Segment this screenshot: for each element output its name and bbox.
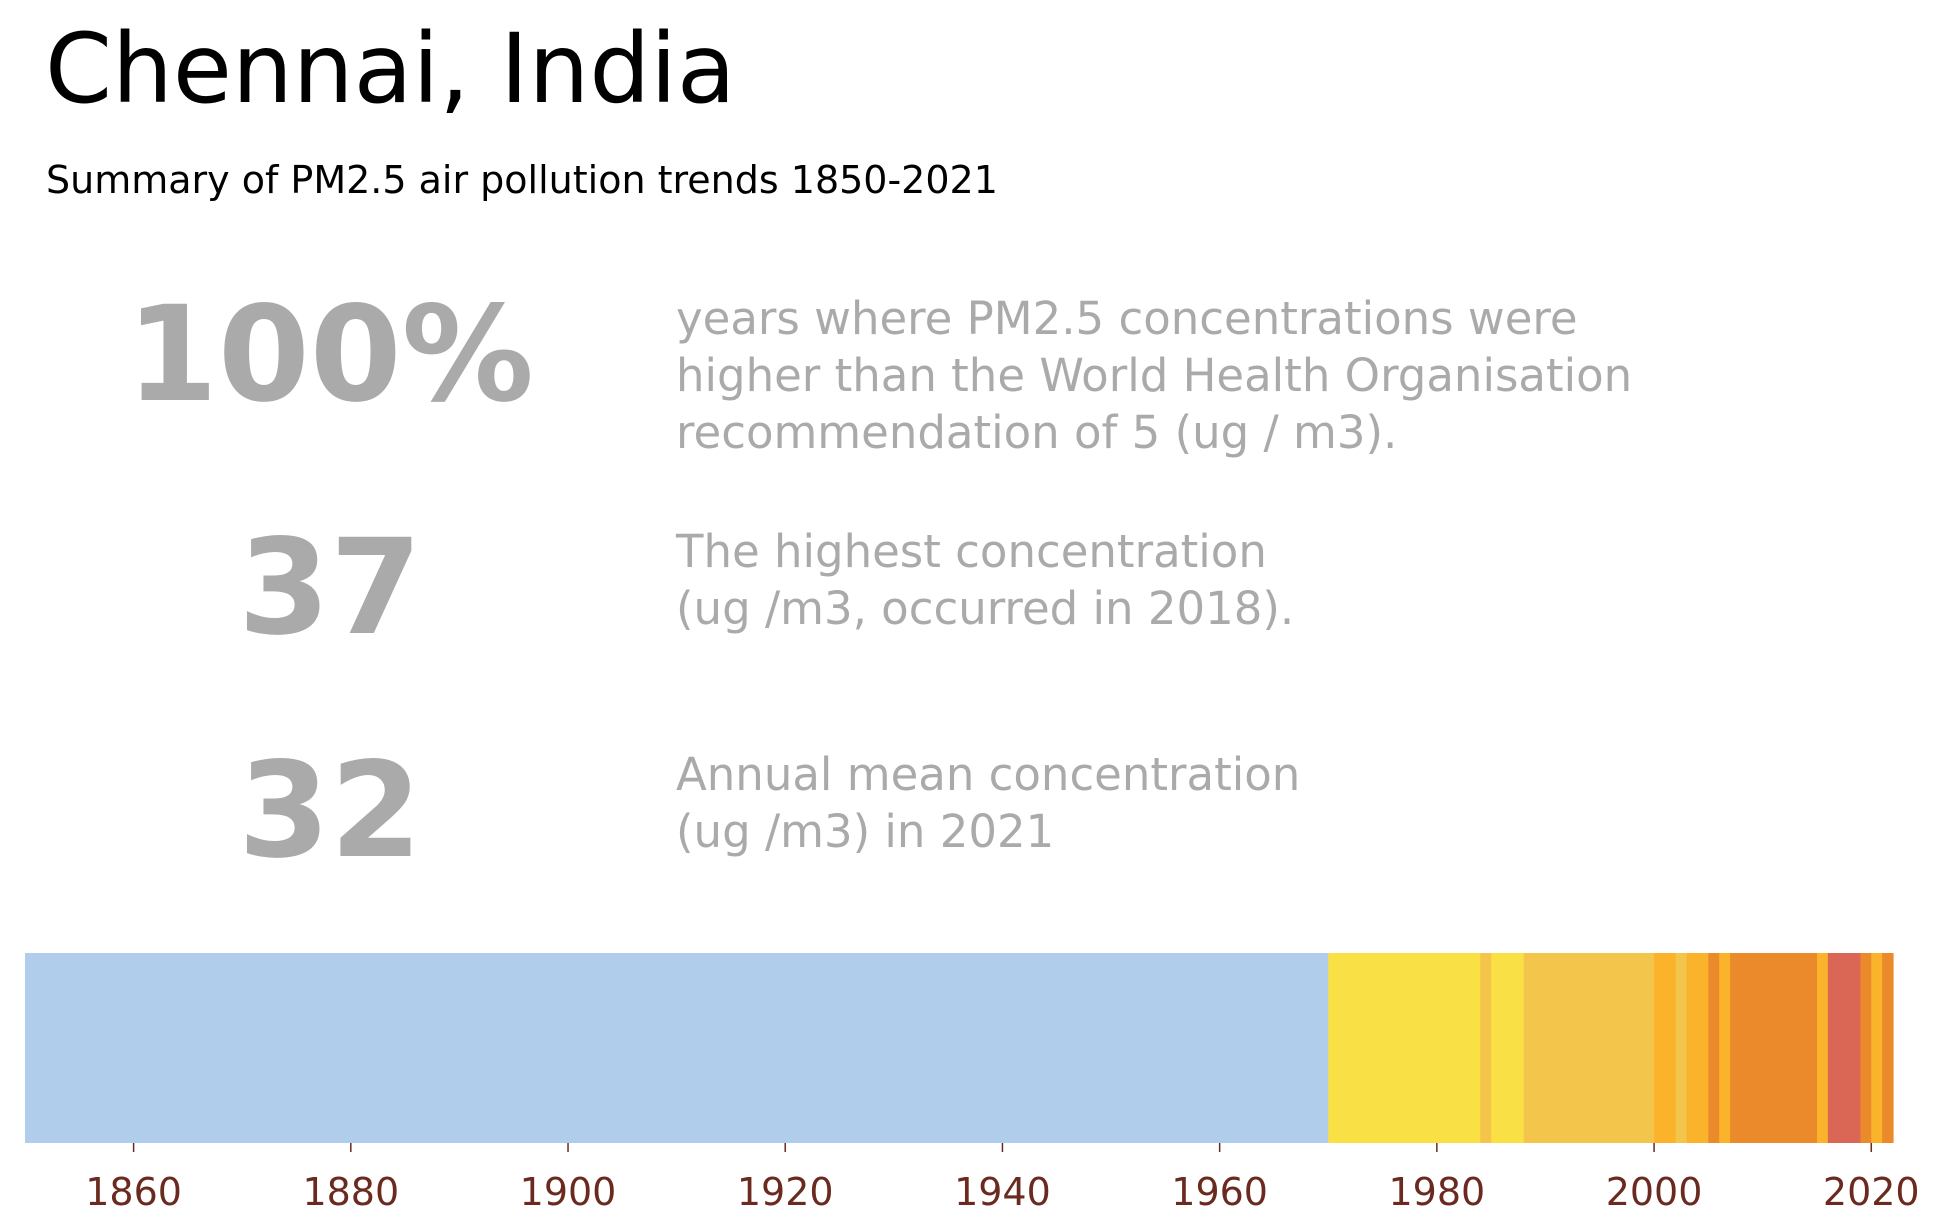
x-tick-label: 1980 — [1389, 1170, 1486, 1214]
stripe-band-2007 — [1730, 953, 1818, 1143]
stripe-band-2020 — [1871, 953, 1883, 1143]
stripe-band-2005 — [1708, 953, 1720, 1143]
stat-description-exceedance: years where PM2.5 concentrations were hi… — [676, 292, 1633, 459]
x-tick-label: 1940 — [954, 1170, 1051, 1214]
stripe-band-2019 — [1860, 953, 1872, 1143]
stripe-band-2006 — [1719, 953, 1731, 1143]
x-tick-label: 1960 — [1171, 1170, 1268, 1214]
stripe-band-1850 — [25, 953, 1329, 1143]
stripe-band-2002 — [1675, 953, 1688, 1143]
stripe-band-1985 — [1491, 953, 1525, 1143]
stripe-band-2016 — [1827, 953, 1862, 1143]
x-tick-label: 1860 — [85, 1170, 182, 1214]
stripe-band-1984 — [1480, 953, 1492, 1143]
stripe-band-2015 — [1816, 953, 1829, 1143]
x-tick-label: 1880 — [302, 1170, 399, 1214]
page-title: Chennai, India — [45, 13, 736, 125]
stat-description-highest: The highest concentration (ug /m3, occur… — [676, 525, 1295, 635]
x-tick-label: 1900 — [520, 1170, 617, 1214]
stripe-band-2000 — [1654, 953, 1677, 1143]
x-tick-label: 1920 — [737, 1170, 834, 1214]
stripe-band-2003 — [1686, 953, 1709, 1143]
stat-value-annual-mean: 32 — [238, 734, 422, 888]
stat-value-highest: 37 — [238, 511, 422, 665]
stripe-band-2021 — [1882, 953, 1894, 1143]
stripe-band-1970 — [1328, 953, 1481, 1143]
stat-value-exceedance: 100% — [126, 278, 534, 432]
x-tick-label: 2020 — [1823, 1170, 1920, 1214]
x-tick-label: 2000 — [1606, 1170, 1703, 1214]
page-subtitle: Summary of PM2.5 air pollution trends 18… — [46, 158, 998, 202]
stat-description-annual-mean: Annual mean concentration (ug /m3) in 20… — [676, 748, 1301, 858]
stripe-band-1988 — [1523, 953, 1655, 1143]
